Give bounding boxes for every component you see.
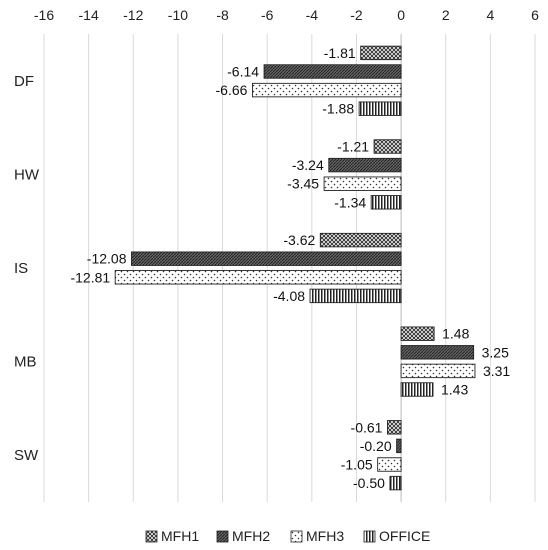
tick-label: 6 (531, 7, 539, 23)
data-label: -1.05 (341, 457, 373, 473)
bar (358, 101, 402, 116)
data-label: -4.08 (273, 288, 305, 304)
category-label: IS (14, 260, 28, 277)
tick-label: -14 (79, 7, 99, 23)
data-label: -1.81 (324, 45, 356, 61)
category-labels: DF HW IS MB SW (14, 73, 40, 464)
tick-label: -12 (123, 7, 143, 23)
data-label: -12.81 (70, 269, 110, 285)
data-label: 1.43 (441, 382, 468, 398)
tick-label: -16 (34, 7, 54, 23)
legend-swatch (216, 530, 229, 543)
gridlines (43, 34, 536, 502)
legend-label: OFFICE (379, 528, 430, 544)
bar (396, 438, 402, 454)
bar (263, 64, 402, 79)
bar (114, 270, 402, 285)
legend-label: MFH3 (306, 528, 344, 544)
bar (373, 139, 402, 154)
data-label: -1.34 (334, 194, 366, 210)
bars: -1.81 -6.14 -6.66 -1.88 -1.21 -3.24 -3.45 -1.34… (70, 45, 510, 491)
tick-label: 0 (397, 7, 405, 23)
bar (319, 232, 402, 248)
bar (377, 457, 402, 472)
bar (370, 195, 402, 210)
category-label: HW (14, 166, 40, 183)
legend-label: MFH2 (232, 528, 270, 544)
category-label: SW (14, 447, 39, 464)
bar (309, 288, 402, 304)
data-label: -3.62 (283, 232, 315, 248)
data-label: -1.88 (322, 101, 354, 117)
tick-label: -4 (306, 7, 319, 23)
x-axis-ticks: -16 -14 -12 -10 -8 -6 -4 -2 0 2 4 6 (34, 7, 539, 23)
tick-label: 2 (442, 7, 450, 23)
tick-label: -6 (261, 7, 274, 23)
bar (400, 326, 435, 341)
tick-label: -8 (216, 7, 229, 23)
bar (387, 420, 402, 435)
data-label: -6.14 (227, 64, 259, 80)
data-label: -3.45 (287, 176, 319, 192)
legend-swatch (290, 530, 303, 543)
tick-label: -10 (168, 7, 188, 23)
data-label: -12.08 (87, 251, 127, 267)
bar (389, 475, 402, 491)
tick-label: 4 (486, 7, 494, 23)
bar (323, 176, 402, 191)
bar (400, 382, 434, 397)
bar (131, 251, 402, 266)
legend-swatch (145, 530, 158, 543)
data-label: 3.25 (482, 344, 509, 360)
bar (328, 157, 402, 173)
tick-label: -2 (350, 7, 363, 23)
data-label: -0.20 (360, 438, 392, 454)
data-label: -0.50 (353, 475, 385, 491)
data-label: -0.61 (351, 419, 383, 435)
legend-swatch (363, 530, 376, 543)
data-label: -1.21 (337, 139, 369, 155)
data-label: -3.24 (292, 157, 324, 173)
bar (360, 45, 402, 61)
data-label: 1.48 (442, 326, 469, 342)
legend-label: MFH1 (161, 528, 199, 544)
category-label: MB (14, 354, 37, 371)
bar (252, 82, 402, 98)
data-label: 3.31 (483, 363, 510, 379)
bar (400, 363, 476, 379)
category-label: DF (14, 73, 34, 90)
bar (400, 345, 475, 360)
legend: MFH1 MFH2 MFH3 OFFICE (145, 528, 430, 544)
data-label: -6.66 (216, 82, 248, 98)
